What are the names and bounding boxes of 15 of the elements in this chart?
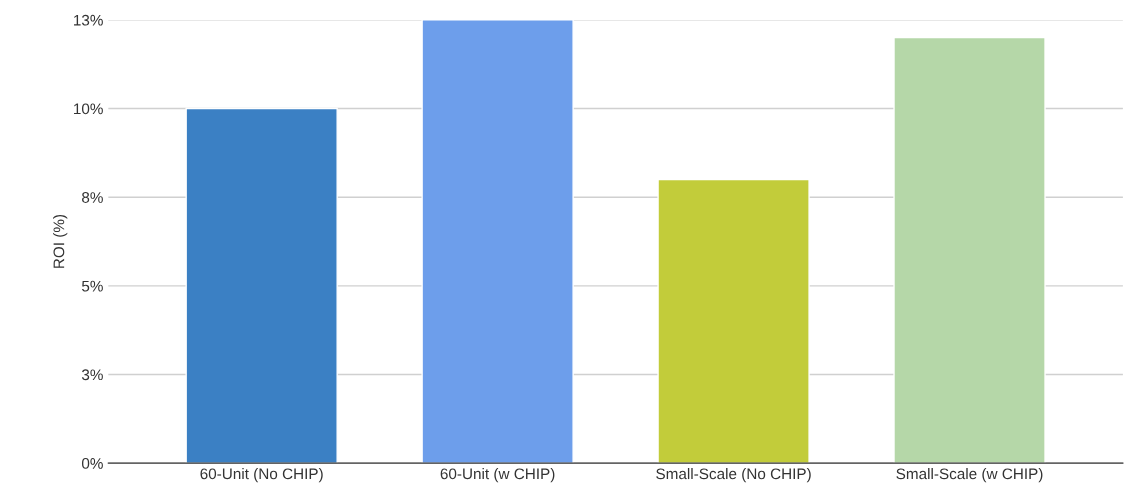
bar <box>421 19 574 464</box>
bar <box>657 178 810 464</box>
x-tick-label: 60-Unit (w CHIP) <box>440 468 555 483</box>
y-tick-label: 5% <box>81 280 103 292</box>
y-tick-label: 13% <box>74 14 103 26</box>
x-tick-label: 60-Unit (No CHIP) <box>200 468 323 483</box>
y-tick-label: 10% <box>74 103 103 115</box>
y-tick-label: 8% <box>82 192 103 203</box>
x-tick-label: Small-Scale (No CHIP) <box>656 468 811 483</box>
y-tick-label: 3% <box>81 369 103 381</box>
bar <box>185 107 338 464</box>
y-axis-title: ROI (%) <box>53 214 68 268</box>
x-tick-label: Small-Scale (w CHIP) <box>896 468 1043 483</box>
y-tick-label: 0% <box>81 458 103 469</box>
bar <box>893 36 1046 464</box>
